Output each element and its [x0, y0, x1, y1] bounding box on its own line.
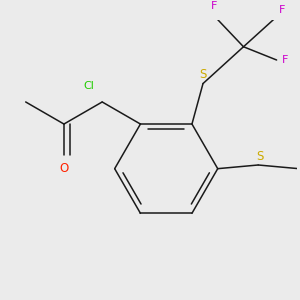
Text: F: F	[211, 1, 217, 11]
Text: S: S	[256, 150, 263, 163]
Text: S: S	[199, 68, 207, 81]
Text: F: F	[279, 5, 285, 15]
Text: Cl: Cl	[83, 81, 94, 91]
Text: F: F	[282, 55, 289, 65]
Text: O: O	[59, 162, 69, 175]
